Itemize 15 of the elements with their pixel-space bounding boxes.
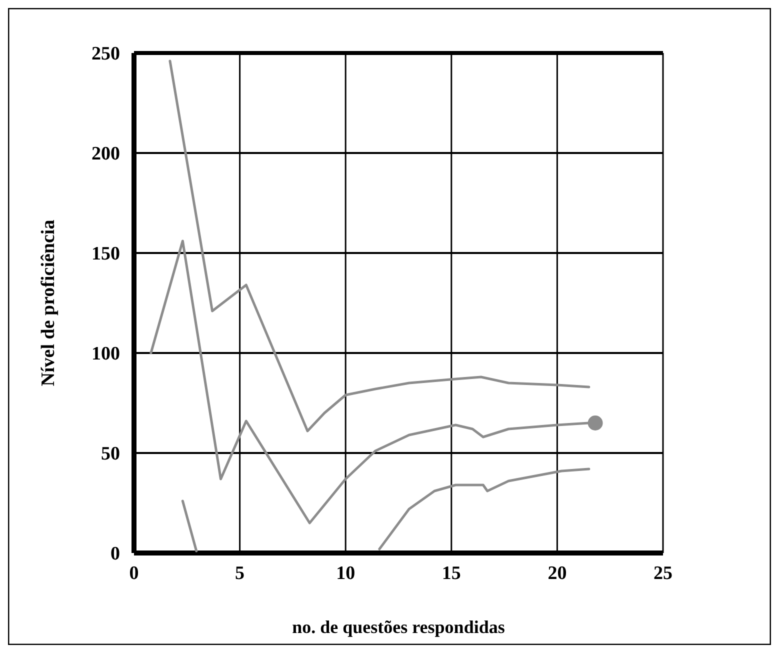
x-tick-label: 25: [654, 563, 672, 584]
y-tick-label: 200: [92, 144, 120, 165]
y-tick-label: 150: [92, 244, 120, 265]
x-axis-title: no. de questões respondidas: [292, 617, 505, 637]
y-axis-title: Nível de proficiência: [38, 219, 59, 386]
x-tick-label: 0: [129, 563, 139, 584]
x-tick-label: 20: [548, 563, 567, 584]
y-tick-label: 250: [92, 44, 120, 65]
y-tick-label: 0: [110, 544, 120, 565]
x-tick-label: 10: [336, 563, 356, 584]
line-series: [168, 60, 590, 432]
x-tick-label: 5: [235, 563, 245, 584]
y-tick-label: 100: [92, 344, 120, 365]
y-tick-label: 50: [101, 444, 120, 465]
x-tick-label: 15: [442, 563, 461, 584]
